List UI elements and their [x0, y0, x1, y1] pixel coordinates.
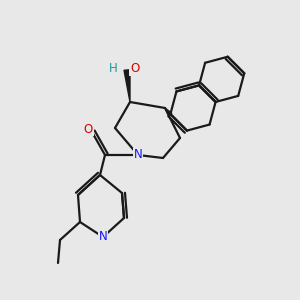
Text: H: H	[109, 62, 118, 75]
Text: N: N	[134, 148, 142, 161]
Text: O: O	[84, 122, 93, 136]
Text: N: N	[99, 230, 107, 244]
Polygon shape	[124, 70, 130, 102]
Text: O: O	[130, 62, 139, 75]
